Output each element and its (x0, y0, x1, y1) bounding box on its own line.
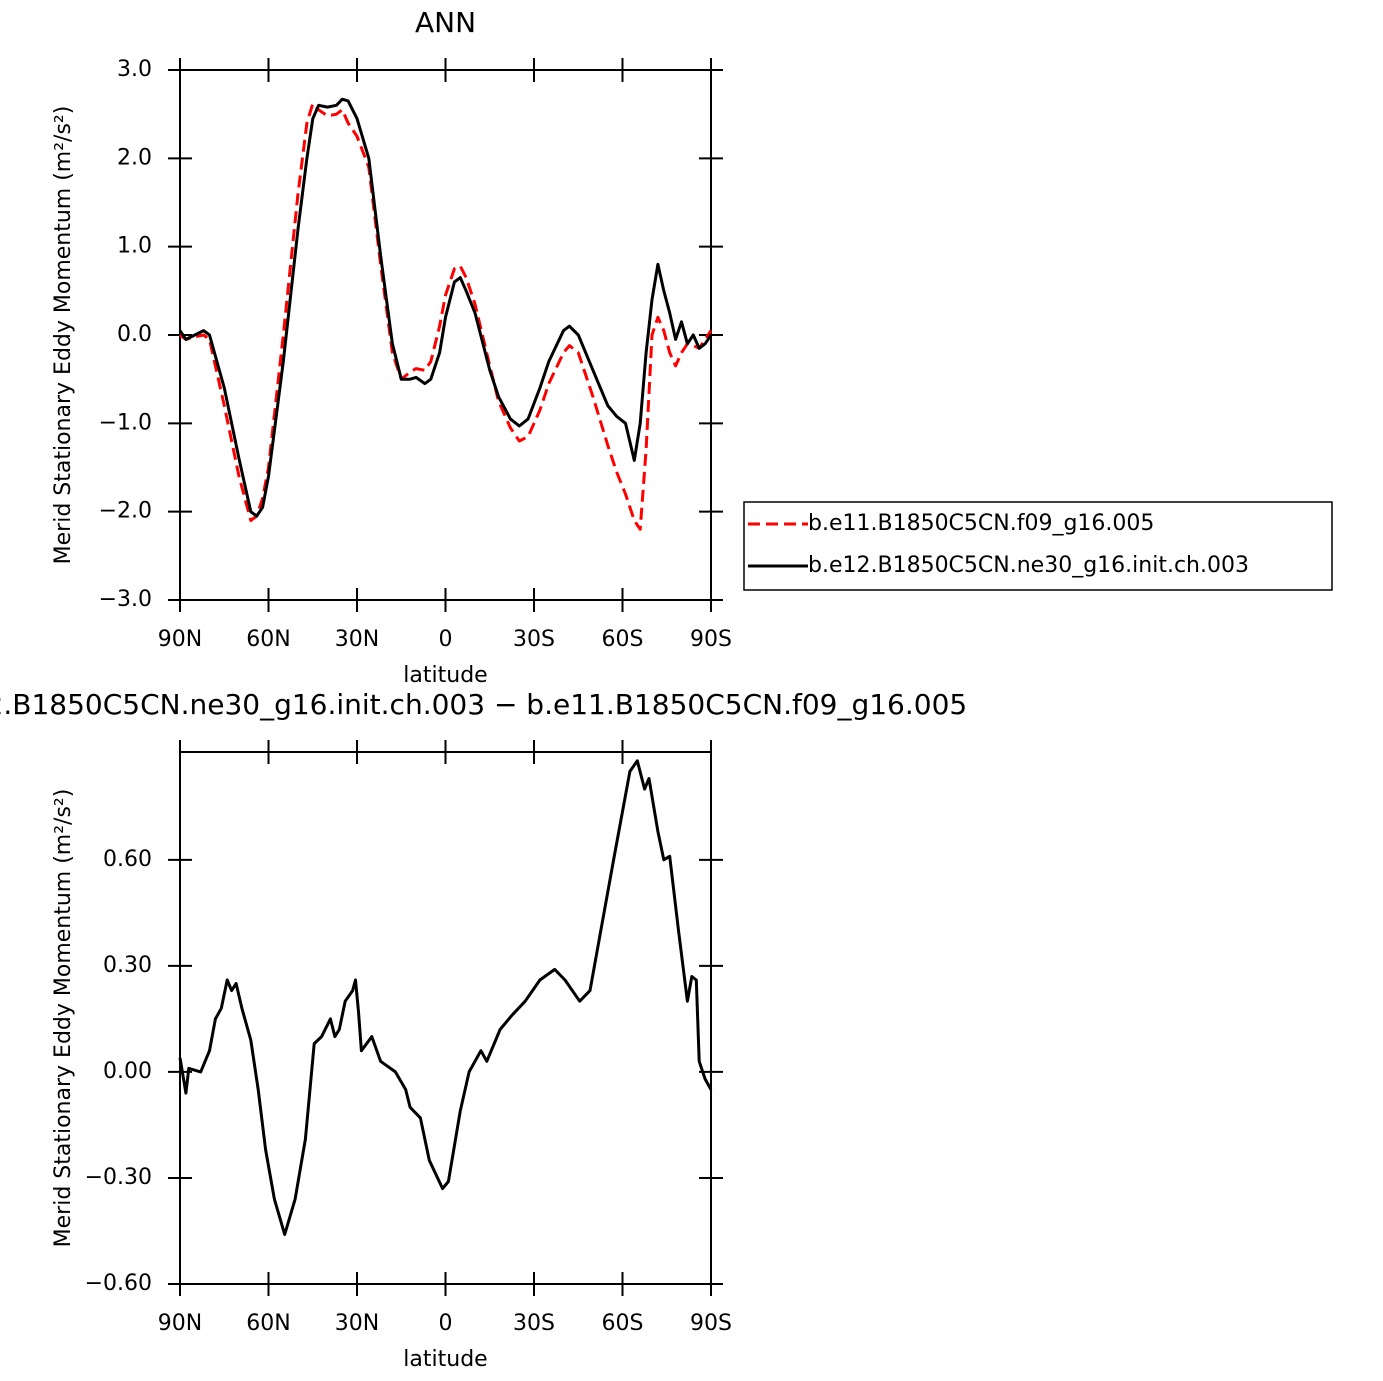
y-tick-label: −2.0 (99, 499, 152, 524)
legend-label: b.e12.B1850C5CN.ne30_g16.init.ch.003 (808, 553, 1249, 578)
x-axis-label: latitude (403, 663, 487, 688)
legend-box (743, 501, 1333, 591)
y-tick-label: 0.60 (103, 847, 152, 872)
chart-title: b.e12.B1850C5CN.ne30_g16.init.ch.003 − b… (0, 688, 967, 721)
x-tick-label: 60S (602, 1311, 644, 1336)
y-tick-label: 0.00 (103, 1059, 152, 1084)
series-line (178, 759, 713, 1236)
x-tick-label: 90N (158, 1311, 202, 1336)
x-tick-label: 30S (513, 627, 555, 652)
y-tick-label: 0.0 (117, 322, 152, 347)
x-tick-label: 0 (439, 1311, 453, 1336)
x-axis-label: latitude (403, 1347, 487, 1372)
x-tick-label: 90S (690, 1311, 732, 1336)
y-tick-label: −1.0 (99, 410, 152, 435)
y-axis-label: Merid Stationary Eddy Momentum (m²/s²) (51, 106, 76, 565)
x-tick-label: 60N (246, 627, 290, 652)
series-line (179, 102, 713, 531)
y-tick-label: −0.60 (85, 1271, 152, 1296)
y-tick-label: 3.0 (117, 57, 152, 82)
x-tick-label: 30S (513, 1311, 555, 1336)
y-tick-label: 2.0 (117, 145, 152, 170)
series-line (178, 97, 713, 518)
legend-label: b.e11.B1850C5CN.f09_g16.005 (808, 511, 1154, 536)
y-tick-label: −3.0 (99, 587, 152, 612)
x-tick-label: 30N (335, 1311, 379, 1336)
chart-title: ANN (415, 6, 476, 39)
plot-frame (179, 69, 712, 601)
x-tick-label: 0 (439, 627, 453, 652)
y-axis-label: Merid Stationary Eddy Momentum (m²/s²) (51, 789, 76, 1248)
x-tick-label: 90S (690, 627, 732, 652)
x-tick-label: 60N (246, 1311, 290, 1336)
x-tick-label: 90N (158, 627, 202, 652)
x-tick-label: 60S (602, 627, 644, 652)
plot-frame (179, 751, 712, 1285)
y-tick-label: 0.30 (103, 953, 152, 978)
x-tick-label: 30N (335, 627, 379, 652)
y-tick-label: −0.30 (85, 1165, 152, 1190)
y-tick-label: 1.0 (117, 234, 152, 259)
